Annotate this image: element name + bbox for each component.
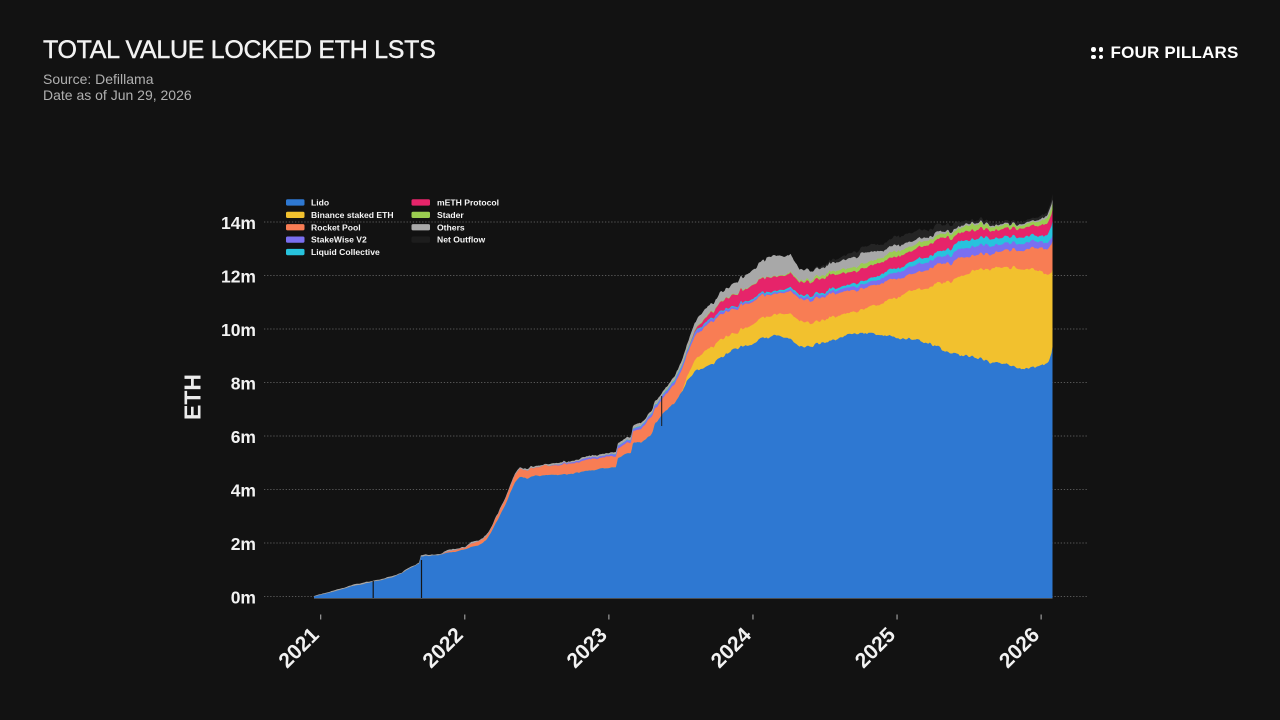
svg-text:2022: 2022 (418, 623, 467, 672)
svg-text:14m: 14m (221, 213, 256, 233)
svg-text:2026: 2026 (995, 623, 1044, 672)
svg-text:2024: 2024 (707, 623, 757, 673)
svg-text:4m: 4m (231, 481, 256, 501)
svg-text:Liquid Collective: Liquid Collective (311, 247, 380, 257)
svg-text:Rocket Pool: Rocket Pool (311, 222, 361, 232)
svg-text:Lido: Lido (311, 198, 329, 208)
svg-text:Net Outflow: Net Outflow (437, 235, 486, 245)
svg-text:StakeWise V2: StakeWise V2 (311, 235, 367, 245)
svg-text:2m: 2m (231, 534, 256, 554)
svg-text:2021: 2021 (274, 623, 324, 673)
svg-text:mETH Protocol: mETH Protocol (437, 198, 499, 208)
svg-text:2023: 2023 (563, 623, 612, 672)
svg-text:6m: 6m (231, 427, 256, 447)
svg-text:10m: 10m (221, 320, 256, 340)
svg-text:Stader: Stader (437, 210, 464, 220)
svg-text:Binance staked ETH: Binance staked ETH (311, 210, 394, 220)
svg-text:12m: 12m (221, 267, 256, 287)
svg-text:2025: 2025 (851, 623, 901, 673)
svg-text:0m: 0m (231, 588, 256, 608)
svg-text:8m: 8m (231, 374, 256, 394)
svg-text:ETH: ETH (180, 374, 206, 420)
svg-text:Others: Others (437, 222, 465, 232)
